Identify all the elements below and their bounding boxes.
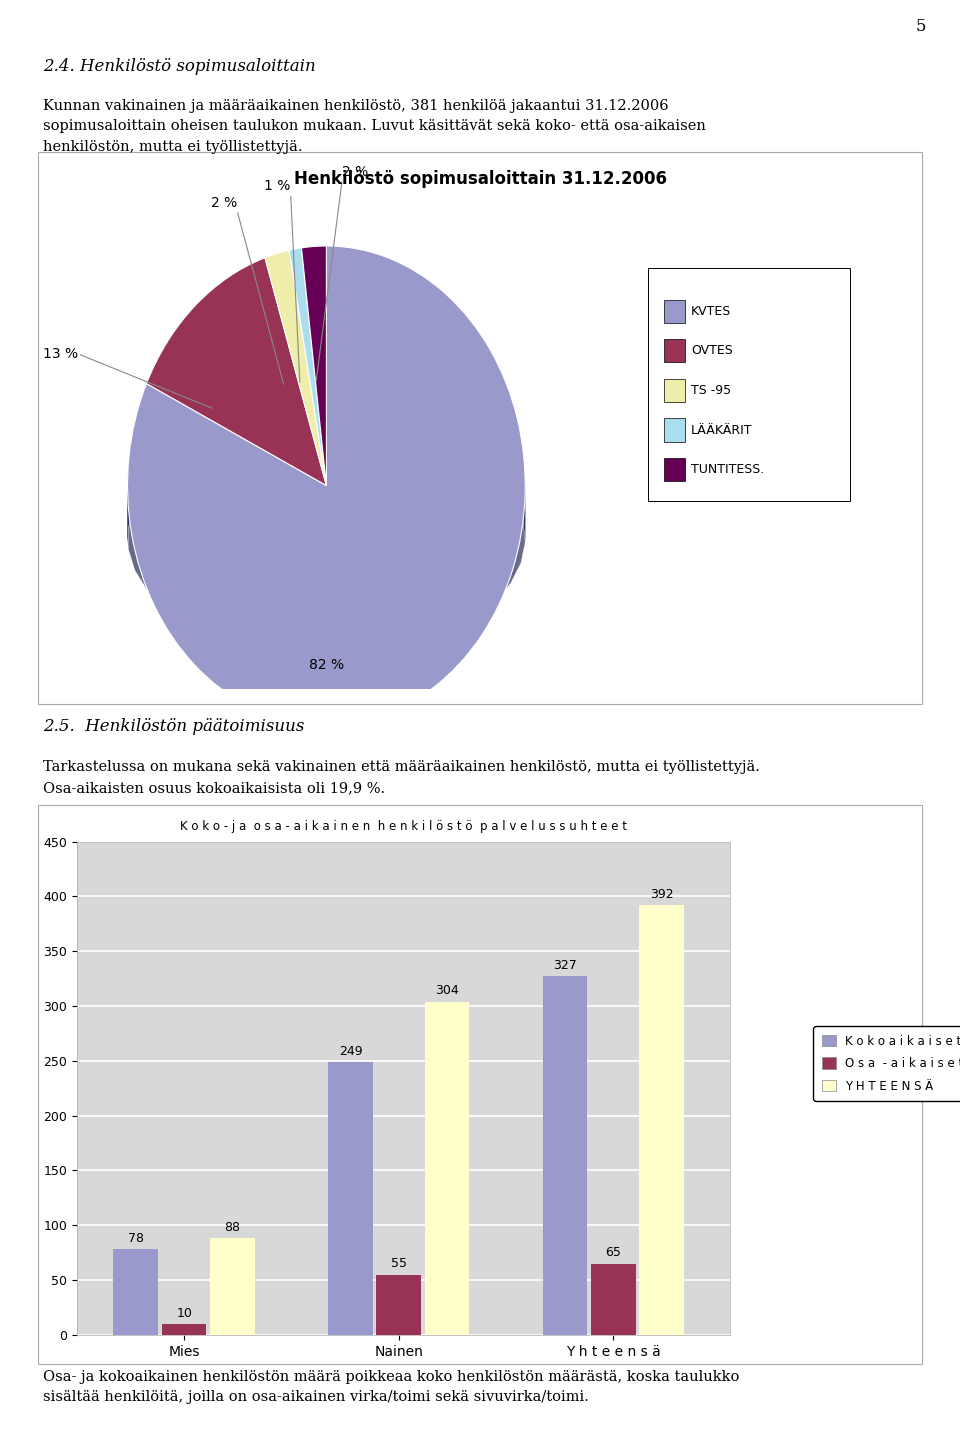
Text: 1 %: 1 %: [264, 180, 291, 193]
Ellipse shape: [128, 445, 525, 614]
Text: TUNTITESS.: TUNTITESS.: [691, 463, 764, 476]
Text: Henkilöstö sopimusaloittain 31.12.2006: Henkilöstö sopimusaloittain 31.12.2006: [294, 170, 666, 187]
Ellipse shape: [128, 451, 525, 620]
Text: 2 %: 2 %: [343, 165, 369, 178]
Text: LÄÄKÄRIT: LÄÄKÄRIT: [691, 424, 753, 437]
Legend: K o k o a i k a i s e t, O s a  - a i k a i s e t, Y H T E E N S Ä: K o k o a i k a i s e t, O s a - a i k a…: [813, 1026, 960, 1101]
Ellipse shape: [128, 416, 525, 585]
Ellipse shape: [128, 425, 525, 593]
Text: 78: 78: [128, 1232, 144, 1245]
Ellipse shape: [128, 422, 525, 591]
Wedge shape: [128, 247, 525, 726]
Text: 2.4. Henkilöstö sopimusaloittain: 2.4. Henkilöstö sopimusaloittain: [43, 58, 316, 75]
Polygon shape: [289, 367, 326, 486]
Text: 327: 327: [553, 959, 577, 972]
Bar: [639, 905, 684, 1335]
Bar: [113, 1249, 158, 1335]
Polygon shape: [129, 366, 525, 657]
Bar: [542, 977, 588, 1335]
Text: 249: 249: [339, 1045, 362, 1058]
Ellipse shape: [128, 405, 525, 572]
Text: TS -95: TS -95: [691, 385, 732, 398]
Title: K o k o - j a  o s a - a i k a i n e n  h e n k i l ö s t ö  p a l v e l u s s u: K o k o - j a o s a - a i k a i n e n h …: [180, 820, 627, 833]
Ellipse shape: [128, 414, 525, 582]
Ellipse shape: [128, 437, 525, 605]
Ellipse shape: [128, 408, 525, 575]
Polygon shape: [265, 369, 326, 486]
Text: 88: 88: [225, 1222, 240, 1233]
Wedge shape: [289, 248, 326, 486]
Text: 2 %: 2 %: [210, 196, 237, 210]
Wedge shape: [265, 250, 326, 486]
Text: 392: 392: [650, 888, 674, 901]
Text: 10: 10: [177, 1306, 192, 1319]
Text: KVTES: KVTES: [691, 305, 732, 318]
Text: OVTES: OVTES: [691, 344, 732, 357]
Bar: [591, 1264, 636, 1335]
Text: 82 %: 82 %: [309, 659, 344, 672]
Ellipse shape: [128, 428, 525, 596]
Text: Kunnan vakinainen ja määräaikainen henkilöstö, 381 henkilöä jakaantui 31.12.2006: Kunnan vakinainen ja määräaikainen henki…: [43, 99, 706, 154]
Ellipse shape: [128, 454, 525, 622]
Ellipse shape: [128, 440, 525, 608]
Polygon shape: [147, 371, 326, 488]
Wedge shape: [147, 258, 326, 486]
Bar: [328, 1062, 372, 1335]
Bar: [210, 1239, 254, 1335]
Text: Tarkastelussa on mukana sekä vakinainen että määräaikainen henkilöstö, mutta ei : Tarkastelussa on mukana sekä vakinainen …: [43, 760, 760, 795]
Bar: [424, 1001, 469, 1335]
Polygon shape: [301, 366, 326, 486]
Text: 304: 304: [435, 984, 459, 997]
Bar: [376, 1274, 421, 1335]
Ellipse shape: [128, 431, 525, 599]
Bar: [161, 1323, 206, 1335]
Ellipse shape: [128, 443, 525, 611]
Text: 55: 55: [391, 1257, 407, 1270]
Wedge shape: [301, 247, 326, 486]
Text: 2.5.  Henkilöstön päätoimisuus: 2.5. Henkilöstön päätoimisuus: [43, 718, 304, 736]
Text: 13 %: 13 %: [42, 347, 78, 361]
Text: 5: 5: [916, 19, 926, 35]
Text: 65: 65: [606, 1246, 621, 1259]
Ellipse shape: [128, 419, 525, 588]
Ellipse shape: [128, 411, 525, 577]
Ellipse shape: [128, 434, 525, 602]
Text: Osa- ja kokoaikainen henkilöstön määrä poikkeaa koko henkilöstön määrästä, koska: Osa- ja kokoaikainen henkilöstön määrä p…: [43, 1370, 739, 1405]
Ellipse shape: [128, 448, 525, 617]
